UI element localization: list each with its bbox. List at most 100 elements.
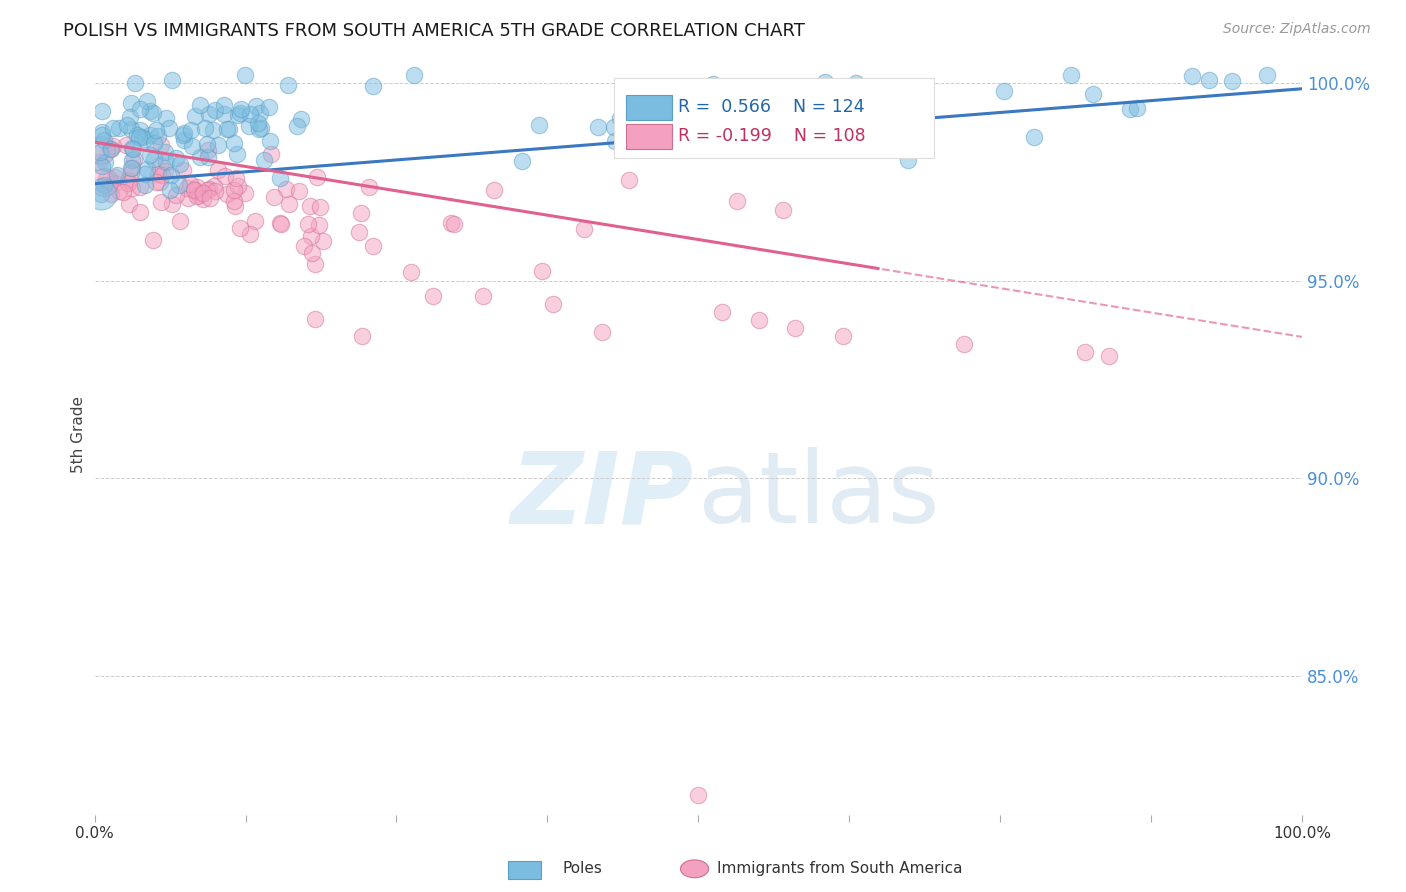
Point [105, 168, 128, 182]
Point [204, 103, 226, 117]
Point [139, 148, 162, 162]
Point [702, 78, 724, 92]
Point [439, 216, 461, 230]
Point [124, 76, 146, 90]
Point [128, 130, 150, 145]
Point [169, 157, 191, 171]
Point [1024, 130, 1046, 145]
Point [591, 325, 613, 339]
Point [603, 120, 626, 134]
Point [224, 194, 246, 209]
Point [228, 221, 250, 235]
Point [146, 129, 169, 144]
Point [200, 191, 222, 205]
Point [277, 78, 299, 93]
Point [226, 147, 249, 161]
Point [669, 110, 692, 124]
Point [253, 153, 276, 167]
FancyBboxPatch shape [626, 95, 672, 120]
Point [153, 163, 176, 178]
Point [142, 105, 165, 120]
Point [183, 183, 205, 197]
Point [222, 136, 245, 150]
Point [720, 83, 742, 97]
Point [269, 170, 291, 185]
Point [93, 175, 115, 189]
Point [350, 328, 373, 343]
Point [276, 181, 298, 195]
Point [399, 265, 422, 279]
Point [117, 197, 139, 211]
Point [149, 138, 172, 153]
Point [1198, 73, 1220, 87]
Point [136, 94, 159, 108]
Point [627, 94, 650, 108]
Point [301, 246, 323, 260]
Point [603, 134, 626, 148]
Point [149, 158, 172, 172]
Point [226, 179, 249, 194]
Point [239, 227, 262, 242]
Point [214, 169, 236, 183]
Point [120, 95, 142, 110]
Point [145, 175, 167, 189]
Point [1181, 69, 1204, 83]
Point [90, 186, 112, 201]
Point [207, 163, 229, 178]
Point [94, 154, 117, 169]
Point [422, 289, 444, 303]
Point [143, 136, 166, 150]
Point [404, 68, 426, 82]
Point [173, 126, 195, 140]
Point [127, 128, 149, 142]
Point [93, 133, 115, 147]
Point [725, 194, 748, 208]
Point [160, 168, 183, 182]
Point [263, 190, 285, 204]
Point [94, 172, 117, 186]
Point [120, 161, 142, 175]
Point [510, 153, 533, 168]
Point [214, 98, 236, 112]
Point [183, 181, 205, 195]
Point [588, 120, 610, 134]
FancyBboxPatch shape [614, 78, 934, 158]
Point [180, 123, 202, 137]
Point [115, 118, 138, 132]
Point [155, 112, 177, 126]
Point [188, 187, 211, 202]
Point [246, 116, 269, 130]
Point [117, 172, 139, 186]
Point [186, 180, 208, 194]
Point [128, 102, 150, 116]
Point [863, 123, 886, 137]
Point [173, 133, 195, 147]
Point [215, 187, 238, 202]
Point [848, 86, 870, 100]
Point [150, 168, 173, 182]
Text: ZIP: ZIP [510, 447, 693, 544]
Point [745, 120, 768, 135]
Point [104, 169, 127, 184]
Point [245, 99, 267, 113]
Point [269, 216, 291, 230]
Point [260, 146, 283, 161]
Point [131, 130, 153, 145]
Point [257, 100, 280, 114]
Point [134, 167, 156, 181]
Point [120, 110, 142, 124]
Point [165, 151, 187, 165]
Point [172, 128, 194, 142]
Point [120, 166, 142, 180]
Point [243, 214, 266, 228]
Point [145, 122, 167, 136]
Point [844, 77, 866, 91]
Point [172, 162, 194, 177]
Point [139, 128, 162, 143]
Point [139, 104, 162, 119]
Point [121, 142, 143, 156]
Point [249, 106, 271, 120]
Point [572, 222, 595, 236]
Point [531, 264, 554, 278]
Point [285, 120, 308, 134]
